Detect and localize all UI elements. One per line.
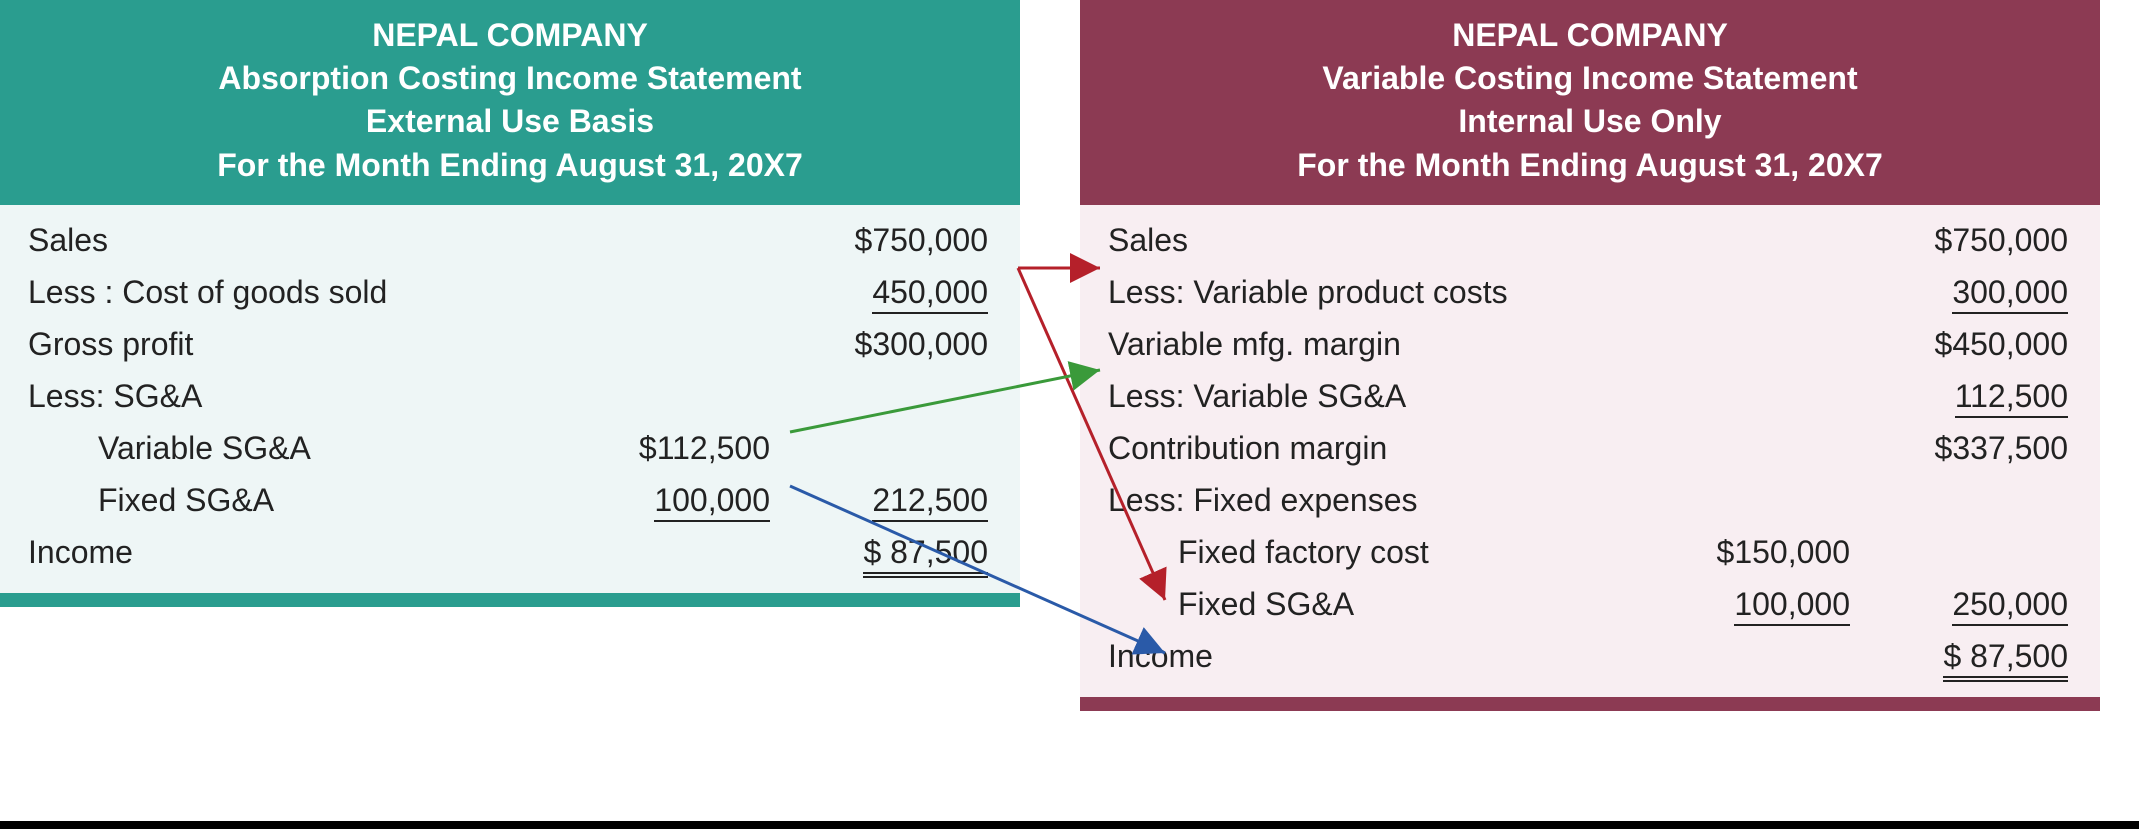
header-title: Variable Costing Income Statement	[1100, 57, 2080, 100]
sales-label: Sales	[1108, 215, 1652, 266]
cogs-value: 450,000	[872, 274, 988, 314]
row-var-sga: Variable SG&A $112,500	[28, 423, 992, 475]
row-income: Income $ 87,500	[28, 527, 992, 579]
header-basis: Internal Use Only	[1100, 100, 2080, 143]
sga-total: 212,500	[872, 482, 988, 522]
income-label: Income	[1108, 631, 1652, 682]
header-company: NEPAL COMPANY	[20, 14, 1000, 57]
absorption-footer-bar	[0, 593, 1020, 607]
row-fixed-sga: Fixed SG&A 100,000 212,500	[28, 475, 992, 527]
fe-label: Less: Fixed expenses	[1108, 475, 1652, 526]
var-sga-label: Variable SG&A	[28, 423, 572, 474]
row-fe-header: Less: Fixed expenses	[1108, 475, 2072, 527]
income-value: $ 87,500	[1943, 638, 2068, 682]
row-cm: Contribution margin $337,500	[1108, 423, 2072, 475]
header-title: Absorption Costing Income Statement	[20, 57, 1000, 100]
ffc-value: $150,000	[1652, 527, 1862, 578]
row-sales: Sales $750,000	[28, 215, 992, 267]
variable-body: Sales $750,000 Less: Variable product co…	[1080, 205, 2100, 697]
variable-footer-bar	[1080, 697, 2100, 711]
row-ffc: Fixed factory cost $150,000	[1108, 527, 2072, 579]
header-period: For the Month Ending August 31, 20X7	[20, 144, 1000, 187]
vmm-label: Variable mfg. margin	[1108, 319, 1652, 370]
cogs-label: Less : Cost of goods sold	[28, 267, 572, 318]
absorption-body: Sales $750,000 Less : Cost of goods sold…	[0, 205, 1020, 593]
absorption-panel: NEPAL COMPANY Absorption Costing Income …	[0, 0, 1020, 711]
cm-value: $337,500	[1862, 423, 2072, 474]
header-basis: External Use Basis	[20, 100, 1000, 143]
row-gross: Gross profit $300,000	[28, 319, 992, 371]
row-sales: Sales $750,000	[1108, 215, 2072, 267]
row-sga-header: Less: SG&A	[28, 371, 992, 423]
bottom-black-bar	[0, 821, 2139, 829]
row-cogs: Less : Cost of goods sold 450,000	[28, 267, 992, 319]
fixed-sga-value: 100,000	[654, 482, 770, 522]
cm-label: Contribution margin	[1108, 423, 1652, 474]
income-value: $ 87,500	[863, 534, 988, 578]
sga-label: Less: SG&A	[28, 371, 572, 422]
header-company: NEPAL COMPANY	[1100, 14, 2080, 57]
fsga-label: Fixed SG&A	[1108, 579, 1652, 630]
row-vpc: Less: Variable product costs 300,000	[1108, 267, 2072, 319]
fixed-sga-label: Fixed SG&A	[28, 475, 572, 526]
gross-label: Gross profit	[28, 319, 572, 370]
row-income: Income $ 87,500	[1108, 631, 2072, 683]
fsga-value: 100,000	[1734, 586, 1850, 626]
var-sga-value: $112,500	[572, 423, 782, 474]
vmm-value: $450,000	[1862, 319, 2072, 370]
vsga-label: Less: Variable SG&A	[1108, 371, 1652, 422]
statements-container: NEPAL COMPANY Absorption Costing Income …	[0, 0, 2139, 711]
income-label: Income	[28, 527, 572, 578]
sales-value: $750,000	[782, 215, 992, 266]
row-vmm: Variable mfg. margin $450,000	[1108, 319, 2072, 371]
vpc-value: 300,000	[1952, 274, 2068, 314]
row-fsga: Fixed SG&A 100,000 250,000	[1108, 579, 2072, 631]
vsga-value: 112,500	[1955, 378, 2068, 418]
vpc-label: Less: Variable product costs	[1108, 267, 1652, 318]
sales-value: $750,000	[1862, 215, 2072, 266]
absorption-header: NEPAL COMPANY Absorption Costing Income …	[0, 0, 1020, 205]
variable-header: NEPAL COMPANY Variable Costing Income St…	[1080, 0, 2100, 205]
ffc-label: Fixed factory cost	[1108, 527, 1652, 578]
row-vsga: Less: Variable SG&A 112,500	[1108, 371, 2072, 423]
sales-label: Sales	[28, 215, 572, 266]
variable-panel: NEPAL COMPANY Variable Costing Income St…	[1080, 0, 2100, 711]
header-period: For the Month Ending August 31, 20X7	[1100, 144, 2080, 187]
fe-total: 250,000	[1952, 586, 2068, 626]
gross-value: $300,000	[782, 319, 992, 370]
